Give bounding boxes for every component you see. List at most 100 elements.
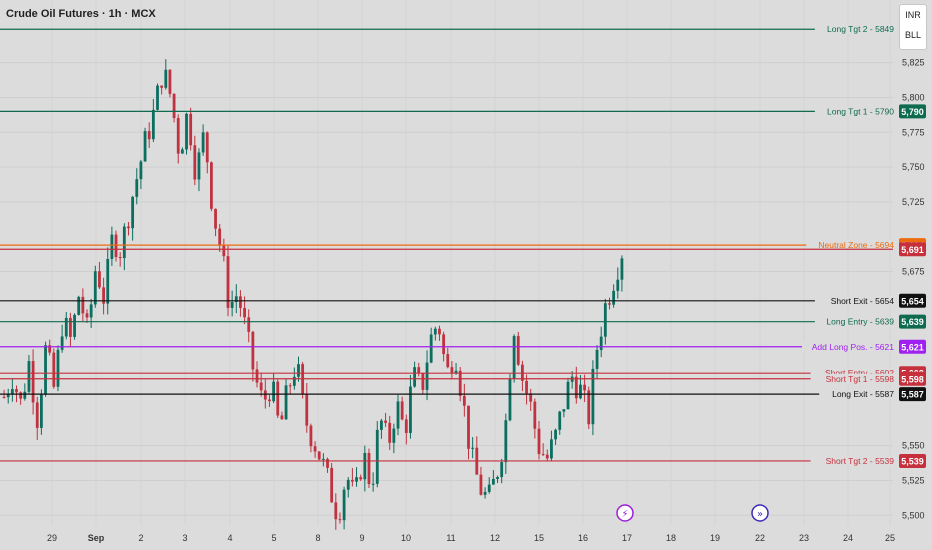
candle-body (160, 85, 164, 88)
candle-body (193, 145, 197, 180)
candle-body (350, 479, 354, 482)
level-label-bg (802, 341, 894, 352)
candle-body (396, 401, 400, 429)
forward-arrow-icon-glyph: » (757, 509, 763, 520)
candle-body (355, 477, 358, 482)
candle-body (591, 368, 595, 425)
candle-body (363, 452, 367, 480)
x-tick-label: 19 (710, 533, 720, 543)
level-label: Long Tgt 1 - 5790 (827, 106, 894, 116)
currency-option-bll[interactable]: BLL (904, 30, 921, 40)
x-tick-label: 10 (401, 533, 411, 543)
level-label-bg (814, 24, 894, 35)
y-tick-label: 5,550 (902, 441, 925, 451)
candle-body (400, 401, 404, 420)
candle-body (135, 179, 139, 197)
candle-body (156, 85, 159, 110)
candle-body (139, 161, 143, 180)
candle-body (77, 296, 81, 315)
candle-body (446, 354, 450, 368)
level-label: Short Exit - 5654 (831, 296, 895, 306)
candle-body (620, 258, 624, 280)
candle-body (388, 422, 392, 443)
candle-body (562, 409, 566, 412)
candle-body (189, 113, 193, 146)
y-tick-label: 5,775 (902, 127, 925, 137)
candle-body (288, 385, 292, 387)
price-badge (899, 314, 926, 329)
candle-body (508, 378, 512, 421)
candle-body (2, 396, 6, 398)
lightning-icon-glyph: ⚡ (621, 509, 628, 520)
x-tick-label: 3 (182, 533, 187, 543)
candle-body (210, 162, 213, 209)
currency-option-inr[interactable]: INR (905, 10, 921, 20)
price-badge-text: 5,598 (901, 374, 924, 384)
candle-body (566, 381, 570, 410)
price-badge (899, 293, 926, 308)
candle-body (583, 384, 587, 391)
candle-body (462, 395, 466, 406)
price-badge (899, 104, 926, 119)
candle-body (616, 279, 620, 291)
candle-body (239, 296, 242, 308)
candle-body (214, 208, 217, 229)
candle-body (44, 345, 47, 395)
candle-body (106, 258, 110, 304)
candle-body (143, 131, 147, 162)
candle-body (52, 352, 56, 387)
candle-body (226, 256, 230, 308)
candle-body (255, 369, 259, 383)
x-tick-label: 12 (490, 533, 500, 543)
candle-body (483, 491, 487, 495)
candle-body (127, 226, 130, 229)
x-tick-label: 16 (578, 533, 588, 543)
candle-body (247, 317, 251, 332)
x-tick-label: 9 (359, 533, 364, 543)
x-tick-label: 29 (47, 533, 57, 543)
candle-body (579, 384, 582, 399)
candle-body (554, 429, 557, 440)
candle-body (550, 439, 553, 459)
level-label-bg (806, 240, 894, 251)
candle-body (346, 479, 350, 490)
candle-body (93, 271, 97, 305)
currency-menu[interactable]: INR BLL (899, 4, 927, 50)
candle-body (243, 307, 246, 318)
level-label: Short Tgt 2 - 5539 (826, 456, 895, 466)
candle-body (15, 389, 18, 393)
level-label-bg (814, 295, 894, 306)
y-tick-label: 5,825 (902, 58, 925, 68)
candle-body (471, 447, 475, 449)
candle-body (533, 401, 537, 429)
candle-body (73, 314, 76, 337)
candle-body (201, 132, 205, 153)
x-tick-label: 15 (534, 533, 544, 543)
candle-body (496, 477, 499, 479)
candle-body (259, 382, 263, 391)
candle-body (19, 392, 23, 399)
candle-body (205, 132, 209, 163)
candle-body (64, 317, 68, 337)
x-tick-label: 8 (315, 533, 320, 543)
candle-body (421, 373, 425, 390)
level-label: Short Tgt 1 - 5598 (826, 374, 895, 384)
candle-body (516, 336, 520, 365)
y-tick-label: 5,500 (902, 510, 925, 520)
candle-body (450, 367, 454, 374)
candle-body (151, 109, 155, 140)
candle-body (309, 425, 313, 447)
candle-body (558, 411, 562, 430)
candle-body (512, 336, 516, 379)
price-badge (899, 371, 926, 386)
candle-body (438, 328, 441, 335)
candle-body (164, 69, 168, 88)
forward-arrow-icon (751, 504, 769, 522)
level-label-bg (814, 316, 894, 327)
candle-body (268, 399, 271, 402)
candle-body (375, 429, 379, 484)
candle-body (537, 428, 541, 455)
candle-body (280, 415, 284, 420)
